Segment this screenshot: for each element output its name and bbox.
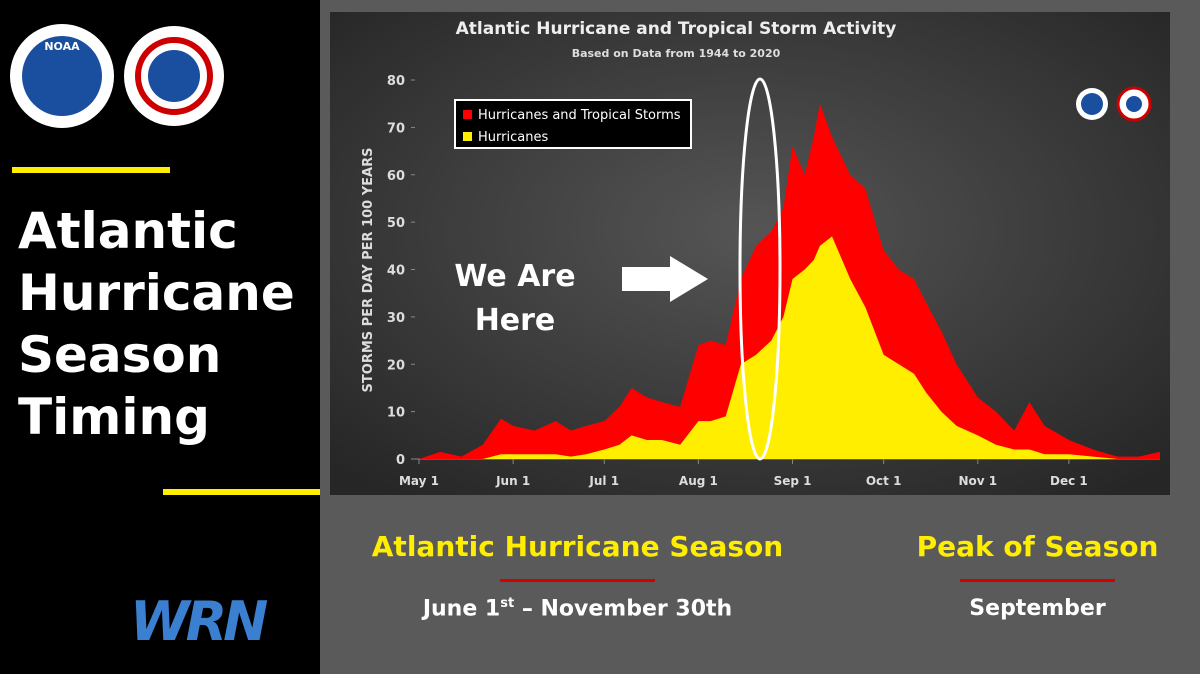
peak-value: September [969, 596, 1106, 621]
divider [12, 167, 170, 173]
date-rest: – November 30th [521, 596, 733, 622]
legend-swatch [463, 110, 472, 119]
nws-icon-inner [1126, 96, 1142, 112]
x-tick-label: Jun 1 [495, 474, 530, 488]
date-suffix: st [500, 596, 515, 611]
underline [960, 579, 1115, 582]
y-tick-label: 50 [387, 216, 405, 231]
legend-swatch [463, 132, 472, 141]
y-tick-label: 30 [387, 311, 405, 326]
x-tick-label: Jul 1 [588, 474, 619, 488]
legend-box [454, 99, 692, 149]
plot: 0 10 20 30 40 50 60 70 80 May 1 Jun 1 Jul 1 Aug 1 Sep… [387, 74, 1160, 488]
sidebar: NOAA Atlantic Hurricane Season Timing WR… [0, 0, 320, 674]
peak-title: Peak of Season [916, 530, 1159, 563]
x-tick-label: May 1 [399, 474, 439, 488]
area [419, 103, 1160, 459]
sidebar-title: Atlantic Hurricane Season Timing [18, 202, 295, 446]
x-tick-label: Dec 1 [1050, 474, 1088, 488]
underline [500, 579, 655, 582]
chart-title: Atlantic Hurricane and Tropical Storm Ac… [456, 19, 897, 39]
x-tick-label: Aug 1 [679, 474, 718, 488]
highlight-ellipse [738, 77, 782, 461]
y-axis-label: STORMS PER DAY PER 100 YEARS [361, 148, 376, 393]
y-tick-label: 20 [387, 358, 405, 373]
x-tick-label: Oct 1 [866, 474, 902, 488]
logos: NOAA [10, 24, 224, 128]
x-tick-label: Sep 1 [774, 474, 812, 488]
y-tick-label: 40 [387, 264, 405, 279]
y-tick-label: 70 [387, 121, 405, 136]
x-tick-label: Nov 1 [958, 474, 997, 488]
y-tick-label: 80 [387, 74, 405, 89]
legend-label: Hurricanes and Tropical Storms [478, 108, 681, 123]
y-tick-label: 60 [387, 169, 405, 184]
arrow [622, 256, 708, 302]
chart-subtitle: Based on Data from 1944 to 2020 [572, 47, 781, 60]
y-tick-label: 0 [396, 453, 405, 468]
annotation: We Are Here [454, 259, 576, 338]
legend-label: Hurricanes [478, 130, 548, 145]
divider [163, 489, 320, 495]
date-start: June 1 [422, 596, 501, 622]
season-title: Atlantic Hurricane Season [371, 530, 784, 563]
noaa-logo-text: NOAA [44, 40, 80, 53]
noaa-icon-inner [1081, 93, 1103, 115]
wrn-logo: WRN [130, 590, 268, 653]
season-dates: June 1st – November 30th [360, 596, 795, 621]
chart: Atlantic Hurricane and Tropical Storm Ac… [330, 12, 1170, 495]
y-tick-label: 10 [387, 406, 405, 421]
nws-logo-inner [148, 50, 200, 102]
noaa-logo-inner [22, 36, 102, 116]
area [419, 236, 1160, 459]
legend: Hurricanes and Tropical Storms Hurricanes [454, 99, 692, 149]
